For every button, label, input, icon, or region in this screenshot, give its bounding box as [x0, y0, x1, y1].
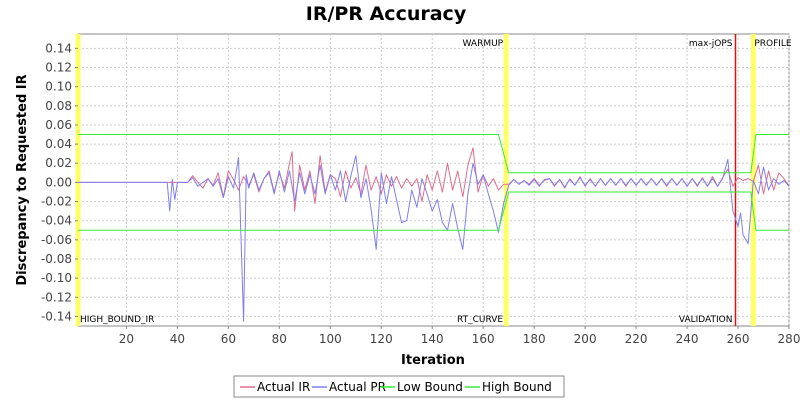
marker-label: HIGH_BOUND_IR	[80, 315, 154, 325]
x-tick-label: 80	[272, 332, 287, 346]
y-tick-label: 0.10	[45, 80, 72, 94]
x-tick-label: 220	[625, 332, 648, 346]
series-line-high-bound	[78, 134, 789, 174]
marker-label: max-jOPS	[689, 39, 733, 49]
y-axis-ticks: -0.14 -0.12 -0.10 -0.08 -0.06 -0.04 -0.02 0.00 0…	[41, 41, 78, 323]
legend-label: High Bound	[482, 380, 552, 394]
legend-label: Actual PR	[329, 380, 386, 394]
x-tick-label: 60	[221, 332, 236, 346]
y-tick-label: 0.12	[45, 61, 72, 75]
chart-title: IR/PR Accuracy	[306, 3, 467, 25]
legend: Actual IR Actual PR Low Bound High Bound	[233, 375, 565, 398]
series-line-actual-pr	[78, 155, 790, 322]
x-tick-label: 120	[370, 332, 393, 346]
legend-label: Actual IR	[257, 380, 310, 394]
y-tick-label: 0.08	[45, 99, 72, 113]
x-tick-label: 240	[676, 332, 699, 346]
marker-label: RT_CURVE	[457, 315, 503, 325]
y-tick-label: -0.14	[41, 309, 72, 323]
legend-label: Low Bound	[397, 380, 463, 394]
x-tick-label: 160	[472, 332, 495, 346]
y-axis-label: Discrepancy to Requested IR	[15, 74, 30, 285]
legend-box	[233, 375, 565, 398]
marker-labels: WARMUP RT_CURVE max-jOPS VALIDATION PROFILE H…	[80, 39, 792, 325]
x-tick-label: 100	[319, 332, 342, 346]
marker-label: WARMUP	[463, 39, 504, 49]
y-tick-label: -0.06	[41, 233, 72, 247]
x-tick-label: 40	[170, 332, 185, 346]
x-tick-label: 140	[421, 332, 444, 346]
y-tick-label: -0.12	[41, 290, 72, 304]
y-tick-label: -0.08	[41, 252, 72, 266]
y-tick-label: 0.14	[45, 41, 72, 55]
y-tick-label: 0.06	[45, 118, 72, 132]
y-tick-label: 0.02	[45, 156, 72, 170]
marker-label: VALIDATION	[679, 315, 733, 325]
x-tick-label: 280	[778, 332, 800, 346]
series-line-low-bound	[78, 191, 789, 231]
x-tick-label: 260	[727, 332, 750, 346]
x-tick-label: 20	[119, 332, 134, 346]
series-layer	[78, 134, 790, 322]
y-tick-label: 0.04	[45, 137, 72, 151]
x-tick-label: 200	[574, 332, 597, 346]
y-tick-label: 0.00	[45, 175, 72, 189]
y-tick-label: -0.04	[41, 214, 72, 228]
y-tick-label: -0.02	[41, 195, 72, 209]
marker-label: PROFILE	[754, 39, 792, 49]
x-tick-label: 180	[523, 332, 546, 346]
x-axis-label: Iteration	[401, 353, 465, 368]
x-axis-ticks: 20 40 60 80 100 120 140 160 180 200 220 240 260 280	[119, 326, 800, 346]
y-tick-label: -0.10	[41, 271, 72, 285]
